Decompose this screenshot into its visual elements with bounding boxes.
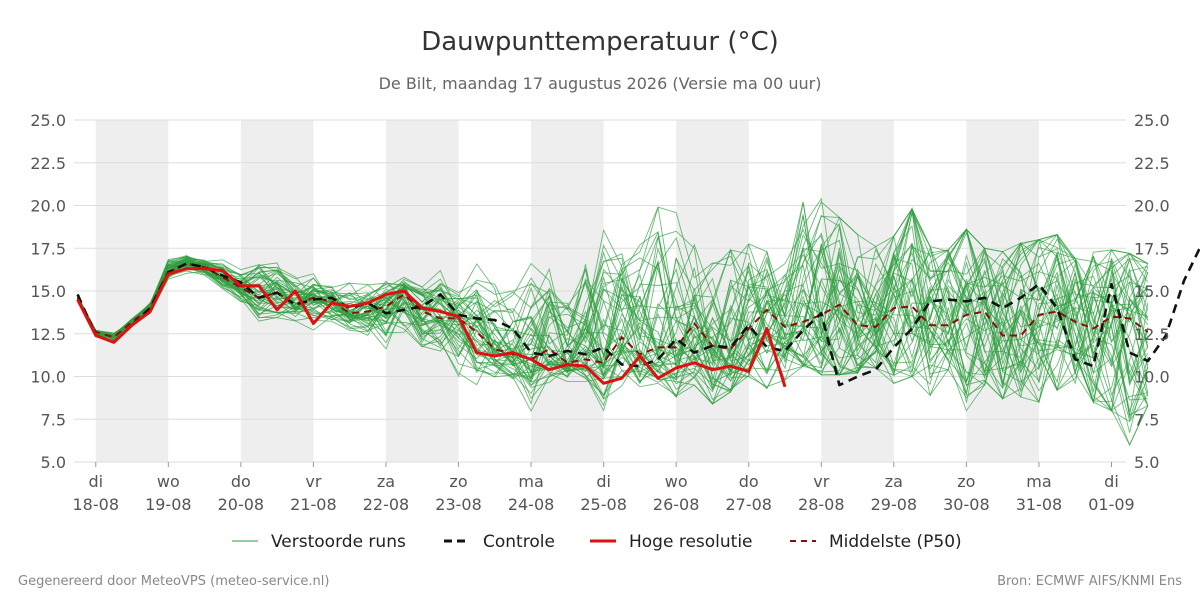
- y-tick-label: 10.0: [30, 368, 66, 387]
- x-tick-day: ma: [1026, 472, 1051, 491]
- x-tick-date: 27-08: [725, 495, 772, 514]
- y-tick-label: 20.0: [30, 197, 66, 216]
- chart-subtitle: De Bilt, maandag 17 augustus 2026 (Versi…: [379, 74, 822, 93]
- y-tick-label: 12.5: [1134, 325, 1170, 344]
- x-tick-day: za: [377, 472, 395, 491]
- x-tick-day: vr: [813, 472, 829, 491]
- y-tick-label: 20.0: [1134, 197, 1170, 216]
- ensemble-run-line: [77, 206, 1148, 412]
- x-tick-date: 19-08: [145, 495, 192, 514]
- x-tick-day: ma: [518, 472, 543, 491]
- footer-source: Bron: ECMWF AIFS/KNMI Ens: [997, 574, 1182, 589]
- x-tick-date: 22-08: [363, 495, 410, 514]
- y-tick-label: 10.0: [1134, 368, 1170, 387]
- y-tick-label: 25.0: [1134, 111, 1170, 130]
- x-tick-day: do: [231, 472, 251, 491]
- y-tick-label: 17.5: [1134, 239, 1170, 258]
- chart-title: Dauwpunttemperatuur (°C): [421, 27, 779, 57]
- x-tick-day: di: [1104, 472, 1119, 491]
- y-tick-label: 7.5: [1134, 410, 1159, 429]
- x-tick-day: wo: [665, 472, 688, 491]
- ensemble-runs: [77, 197, 1149, 447]
- ensemble-run-line: [77, 202, 1149, 397]
- ensemble-run-line: [77, 248, 1149, 412]
- y-tick-label: 15.0: [30, 282, 66, 301]
- x-tick-day: do: [739, 472, 759, 491]
- y-tick-label: 5.0: [1134, 453, 1159, 472]
- ensemble-run-line: [77, 231, 1149, 383]
- legend-label-middelste: Middelste (P50): [829, 532, 962, 552]
- x-tick-date: 29-08: [871, 495, 918, 514]
- legend: Verstoorde runs Controle Hoge resolutie Mid…: [232, 532, 962, 552]
- ensemble-run-line: [77, 211, 1149, 403]
- x-tick-date: 25-08: [580, 495, 627, 514]
- x-tick-day: di: [88, 472, 103, 491]
- x-tick-day: wo: [157, 472, 180, 491]
- middelste-line: [76, 262, 1149, 364]
- x-tick-date: 26-08: [653, 495, 700, 514]
- y-axis-right: 25.0 22.5 20.0 17.5 15.0 12.5 10.0 7.5 5.0: [1134, 111, 1170, 472]
- footer-generator: Gegenereerd door MeteoVPS (meteo-service…: [18, 574, 329, 589]
- legend-label-controle: Controle: [483, 532, 555, 552]
- y-tick-label: 7.5: [41, 410, 66, 429]
- x-tick-date: 30-08: [943, 495, 990, 514]
- y-tick-label: 25.0: [30, 111, 66, 130]
- x-tick-date: 24-08: [508, 495, 555, 514]
- x-tick-day: di: [596, 472, 611, 491]
- x-tick-date: 18-08: [73, 495, 120, 514]
- y-axis-left: 25.0 22.5 20.0 17.5 15.0 12.5 10.0 7.5 5.0: [30, 111, 66, 472]
- ensemble-run-line: [77, 261, 1149, 412]
- x-tick-date: 01-09: [1088, 495, 1135, 514]
- x-axis: di 18-08 wo 19-08 do 20-08 vr 21-08 za 22-08 zo 23-…: [73, 462, 1135, 514]
- x-tick-date: 28-08: [798, 495, 845, 514]
- legend-label-ensemble: Verstoorde runs: [271, 532, 406, 552]
- x-tick-date: 20-08: [218, 495, 265, 514]
- ensemble-run-line: [77, 256, 1149, 397]
- x-tick-date: 21-08: [290, 495, 337, 514]
- x-tick-day: za: [885, 472, 903, 491]
- ensemble-run-line: [77, 215, 1149, 392]
- x-tick-date: 23-08: [435, 495, 482, 514]
- main-series: [76, 244, 1200, 388]
- y-tick-label: 22.5: [30, 154, 66, 173]
- ensemble-run-line: [77, 202, 1148, 412]
- x-tick-day: zo: [449, 472, 467, 491]
- ensemble-run-line: [77, 228, 1149, 433]
- ensemble-run-line: [77, 228, 1149, 398]
- y-tick-label: 17.5: [30, 239, 66, 258]
- y-tick-label: 15.0: [1134, 282, 1170, 301]
- controle-line: [76, 244, 1200, 387]
- y-tick-label: 5.0: [41, 453, 66, 472]
- legend-label-hoge-resolutie: Hoge resolutie: [629, 532, 753, 552]
- x-tick-day: vr: [305, 472, 321, 491]
- y-tick-label: 22.5: [1134, 154, 1170, 173]
- x-tick-day: zo: [957, 472, 975, 491]
- hoge-resolutie-line: [76, 267, 787, 388]
- y-tick-label: 12.5: [30, 325, 66, 344]
- x-tick-date: 31-08: [1016, 495, 1063, 514]
- ensemble-run-line: [77, 207, 1149, 446]
